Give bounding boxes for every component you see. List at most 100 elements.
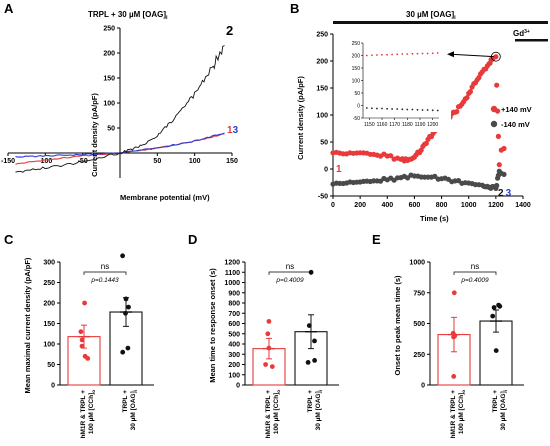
panel-c-data-point-1 [85,356,91,361]
panel-b-inset-point-minus140 [396,108,399,110]
panel-b-inset-point-plus140 [401,53,404,55]
panel-d-data-point-2 [305,360,311,365]
panel-e-data-point-2 [490,313,496,319]
gd-label: Gd3+ [513,29,530,38]
panel-b-inset-point-minus140 [381,107,383,110]
panel-b-inset-point-plus140 [365,54,368,57]
panel-b-inset-point-minus140 [365,107,368,109]
panel-b-x-tick-label: 1400 [515,202,531,209]
panel-c-significance-label: ns [101,262,109,271]
panel-d-y-tick-label: 1200 [224,260,240,267]
panel-c-category-label-1: hM1R & TRPL +100 µM [CCh]o [80,390,96,439]
panel-c-data-point-1 [79,337,85,343]
panel-b-point-plus140 [496,162,502,168]
panel-a-y-tick-label: 150 [103,76,115,83]
panel-d-data-point-1 [266,345,272,351]
panel-c-p-value: p=0.1443 [90,277,119,284]
panel-b-inset-point-plus140 [406,53,409,55]
panel-d-y-tick-label: 1000 [224,280,240,287]
panel-b-inset-x-tick-label: 1160 [377,122,388,128]
legend-label-plus140: +140 mV [501,105,532,114]
panel-c-data-point-2 [125,345,131,351]
panel-b-x-tick-label: 800 [436,202,448,209]
panel-a-y-tick-label: 200 [103,51,115,58]
panel-e-data-point-1 [451,334,456,340]
panel-d-y-tick-label: 900 [228,290,240,297]
panel-b-point-plus140 [467,89,473,95]
panel-b-inset-point-plus140 [391,53,393,56]
panel-b-inset-point-minus140 [421,109,424,111]
panel-b-inset-point-plus140 [386,53,388,56]
panel-letter-d: D [188,232,197,247]
panel-b-y-tick-label: -50 [318,194,328,201]
panel-letter-a: A [4,1,14,16]
panel-c: C 0 50 100 150 200 250 300 Mean maximal current… [4,232,154,438]
panel-b-inset-point-minus140 [401,108,404,111]
gd-application-bar [515,39,548,42]
panel-b-inset-point-plus140 [376,54,378,56]
panel-b-inset-point-minus140 [386,107,388,110]
panel-d-y-tick-label: 300 [228,352,240,359]
panel-b-inset-y-tick-label: 100 [352,78,361,84]
panel-c-y-tick-label: 50 [47,362,55,369]
panel-c-y-tick-label: 250 [43,280,55,287]
panel-c-data-point-1 [82,300,87,306]
panel-d-y-tick-label: 600 [228,321,240,328]
panel-b-legend: +140 mV -140 mV [490,105,532,129]
panel-b-point-minus140 [501,171,507,177]
panel-b-point-plus140 [464,95,470,101]
panel-e-plot: 0 250 500 750 1000 Onset to peak mean time (s… [393,260,524,439]
panel-c-data-point-2 [123,296,129,302]
panel-b-inset-point-minus140 [371,107,373,110]
panel-c-data-point-2 [120,349,126,355]
panel-c-y-tick-label: 300 [43,260,55,267]
panel-a-plot: -150 -100 -50 50 100 150 50 100 150 200 250 [1,26,238,178]
panel-e-category-label-1: hM1R & TRPL +100 µM [CCh]o [450,390,466,439]
panel-b-x-tick-label: 1000 [461,202,477,209]
panel-c-data-point-2 [126,304,131,310]
panel-letter-c: C [4,232,14,247]
panel-b-inset-y-tick-label: 0 [357,103,360,109]
panel-d-y-tick-label: 1100 [225,270,240,277]
panel-d-data-point-2 [306,323,312,328]
panel-a-y-tick-label: 100 [103,101,115,108]
panel-b: B 30 µM [OAG]i Gd3+ 0 200 400 600 800 1000 120… [290,1,548,223]
panel-e-category-label-2: TRPL +30 µM [OAG]i [492,390,508,431]
panel-b-inset-background [351,37,451,132]
panel-b-inset-point-plus140 [381,53,383,56]
panel-b-inset-point-plus140 [421,52,424,55]
panel-b-y-tick-label: 250 [316,32,328,39]
panel-c-y-tick-label: 150 [43,321,55,328]
panel-d-y-tick-label: 700 [228,311,240,318]
panel-a-x-tick-label: -150 [1,158,15,165]
panel-c-significance-bracket [83,271,127,275]
panel-e-y-axis-label: Onset to peak mean time (s) [393,275,402,376]
panel-b-point-plus140 [454,109,460,115]
trace-label-2: 2 [226,23,233,38]
panel-a-x-tick-label: 100 [189,158,201,165]
panel-c-y-tick-label: 0 [51,383,55,390]
panel-d-plot: 0 100 200 300 400 500 600 700 800 900 1000 1100 1200… [208,260,339,438]
panel-b-inset-point-minus140 [416,108,419,111]
panel-e-y-tick-label: 500 [413,321,425,328]
panel-d-p-value: p=0.4009 [275,277,304,284]
panel-a-y-tick-label: 250 [103,26,115,33]
panel-c-data-point-2 [123,310,128,316]
panel-b-x-tick-label: 1200 [488,202,504,209]
panel-letter-e: E [372,232,381,247]
legend-marker-minus140 [490,120,498,128]
panel-b-y-tick-label: 150 [316,86,328,93]
panel-c-y-tick-label: 200 [43,301,55,308]
panel-d-data-point-1 [263,362,268,367]
panel-a-x-axis-label: Membrane potential (mV) [120,193,210,202]
panel-b-inset-point-plus140 [411,52,414,55]
panel-b-inset-point-minus140 [391,108,393,110]
panel-c-y-tick-label: 100 [43,342,55,349]
panel-e-y-tick-label: 1000 [409,260,425,267]
panel-b-x-axis-label: Time (s) [420,214,449,223]
panel-e-significance-label: ns [471,262,479,271]
panel-e-data-point-1 [451,374,457,379]
panel-b-point-plus140 [493,54,499,60]
panel-e: E 0 250 500 750 1000 Onset to peak mean time … [372,232,524,438]
panel-d-y-tick-label: 200 [228,362,240,369]
